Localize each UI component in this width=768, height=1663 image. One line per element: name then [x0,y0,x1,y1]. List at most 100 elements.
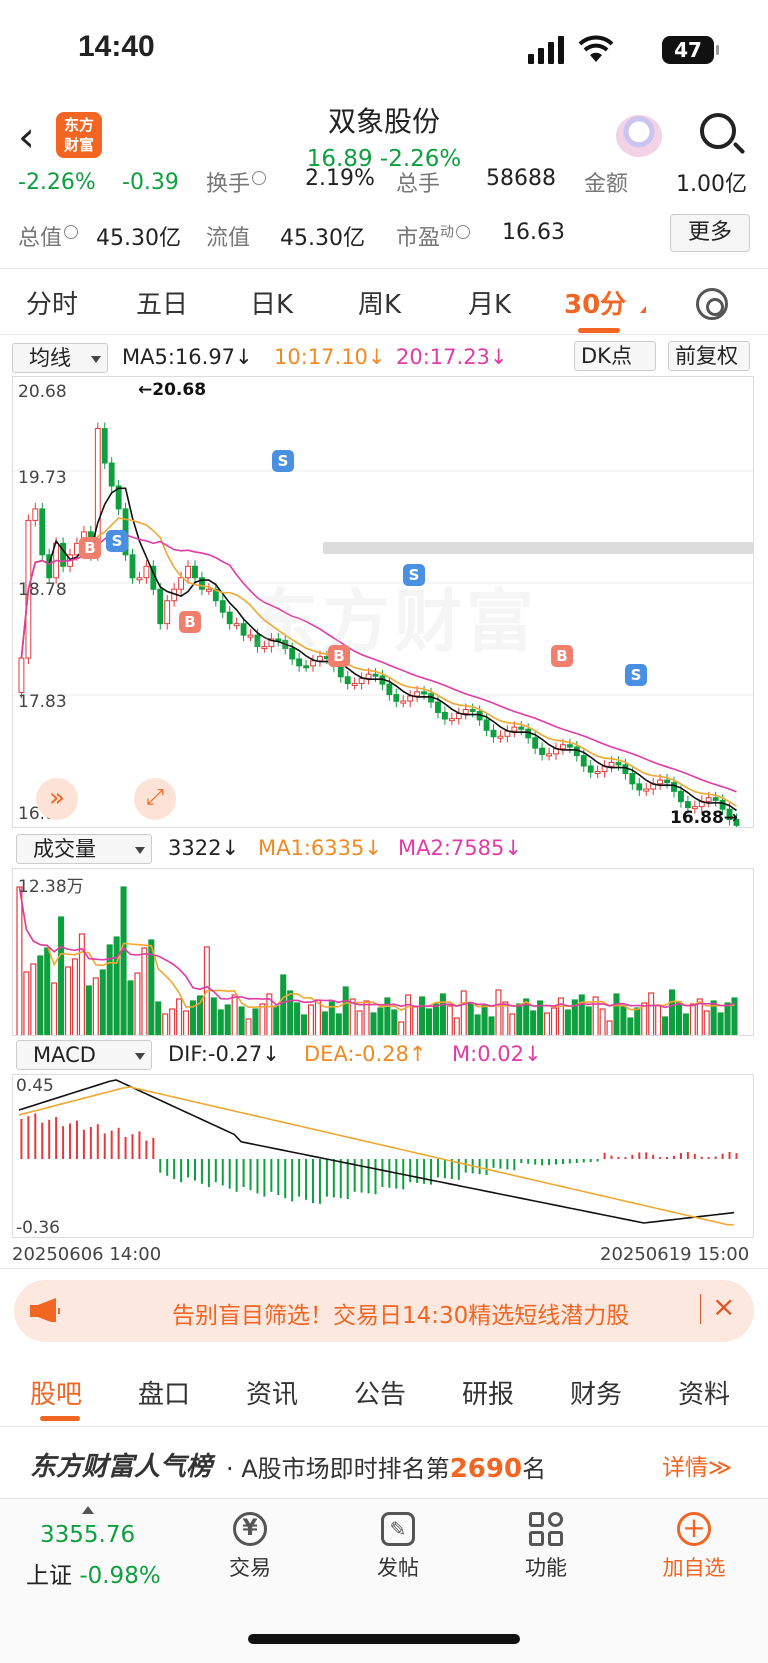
pe-label: 市盈动 [396,220,471,252]
volume-bar [16,886,23,1035]
assistant-robot-icon[interactable] [616,115,662,157]
bottom-tab-indicator [40,1416,80,1421]
date-start: 20250606 14:00 [12,1244,162,1265]
vol-ma2-line [18,886,735,1009]
volume-bar [641,1002,648,1035]
fullscreen-icon[interactable]: ⤢ [134,778,176,820]
candle [608,761,615,767]
nav-add-watchlist[interactable]: + 加自选 [662,1511,726,1580]
resistance-band [323,542,753,554]
signal-badge-b[interactable]: B [551,645,573,667]
tab-daily-k[interactable]: 日K [250,290,294,320]
tab-guba[interactable]: 股吧 [30,1380,83,1410]
search-icon[interactable] [700,113,736,149]
candle [684,801,691,809]
volume-selector[interactable]: 成交量 [16,834,152,864]
settings-gear-icon[interactable] [696,288,728,320]
volume-bar [544,1012,551,1035]
volume-bar [419,996,426,1035]
candle [136,577,143,581]
candle [261,646,268,650]
volume-bar [703,1010,710,1035]
date-end: 20250619 15:00 [600,1244,750,1265]
volume-bar [724,1002,731,1035]
candle [212,588,219,602]
candle [39,508,46,556]
volume-bar [238,1006,245,1035]
tab-pankou[interactable]: 盘口 [138,1380,191,1410]
promo-text: 告别盲目筛选！交易日14:30精选短线潜力股 [172,1303,630,1329]
volume-bar [85,985,92,1035]
signal-badge-s[interactable]: S [272,450,294,472]
candle [705,797,712,802]
volume-value-label: 3322↓ [168,836,240,860]
expand-right-icon[interactable]: » [36,778,78,820]
trade-yen-icon: ¥ [233,1512,267,1546]
signal-badge-b[interactable]: B [79,537,101,559]
volume-bar [432,1003,439,1035]
volume-bar [273,1005,280,1035]
signal-badge-s[interactable]: S [106,530,128,552]
rank-detail-link[interactable]: 详情≫ [662,1455,733,1481]
macd-chart[interactable] [12,1074,754,1238]
candle [643,788,650,792]
index-line[interactable]: 上证 -0.98% [26,1563,161,1589]
signal-badge-s[interactable]: S [403,564,425,586]
dk-point-button[interactable]: DK点 [574,341,656,371]
nav-functions[interactable]: 功能 [486,1512,606,1582]
dea-label: DEA:-0.28↑ [304,1042,427,1066]
candle [448,718,455,722]
candle [393,694,400,702]
ma10-line [20,517,737,807]
promo-banner[interactable] [14,1280,754,1342]
candle [726,808,733,821]
signal-badge-s[interactable]: S [625,664,647,686]
nav-post[interactable]: ✎ 发帖 [338,1512,458,1582]
price-axis-2: 19.73 [18,468,67,488]
candle [337,665,344,678]
ma-selector[interactable]: 均线 [12,343,108,373]
megaphone-icon [30,1298,60,1322]
tab-minute[interactable]: 分时 [26,290,79,320]
active-tab-indicator [578,328,620,333]
stock-title: 双象股份 [327,105,440,138]
forward-adjust-button[interactable]: 前复权 [668,341,750,371]
macd-axis-bottom: -0.36 [16,1218,60,1238]
tab-monthly-k[interactable]: 月K [468,290,512,320]
candle [60,542,67,567]
change-pct: -2.26% [18,170,96,195]
tab-profile[interactable]: 资料 [678,1380,731,1410]
price-axis-4: 17.83 [18,692,67,712]
volume-bar [384,997,391,1035]
tab-weekly-k[interactable]: 周K [358,290,402,320]
mktcap-label: 总值 [18,220,79,252]
tab-news[interactable]: 资讯 [246,1380,299,1410]
ma5-label: MA5:16.97↓ [122,345,253,369]
signal-badge-b[interactable]: B [328,645,350,667]
banner-close-icon[interactable]: × [712,1290,736,1323]
nav-trade[interactable]: ¥ 交易 [190,1512,310,1582]
more-button[interactable]: 更多 [670,214,750,252]
tab-research[interactable]: 研报 [462,1380,515,1410]
tab-announcements[interactable]: 公告 [354,1380,407,1410]
volume-chart[interactable] [12,868,754,1036]
volume-bar [252,1008,259,1035]
signal-badge-b[interactable]: B [179,611,201,633]
volume-bar [675,1001,682,1035]
tab-30min[interactable]: 30分 [564,290,627,320]
candle [185,565,191,579]
candle [351,682,358,686]
tab-finance[interactable]: 财务 [570,1380,623,1410]
volume-bar [58,916,65,1035]
price-axis-top: 20.68 [18,382,67,402]
candle [164,600,171,625]
index-value[interactable]: 3355.76 [40,1522,136,1548]
back-icon[interactable]: ‹ [18,112,35,161]
volume-bar [335,1013,342,1035]
tab-five-day[interactable]: 五日 [136,290,189,320]
turnover-value: 2.19% [305,166,375,191]
macd-selector[interactable]: MACD [16,1040,152,1070]
kline-chart[interactable] [12,376,754,828]
volume-bar [134,972,141,1035]
volume-bar [557,997,564,1035]
